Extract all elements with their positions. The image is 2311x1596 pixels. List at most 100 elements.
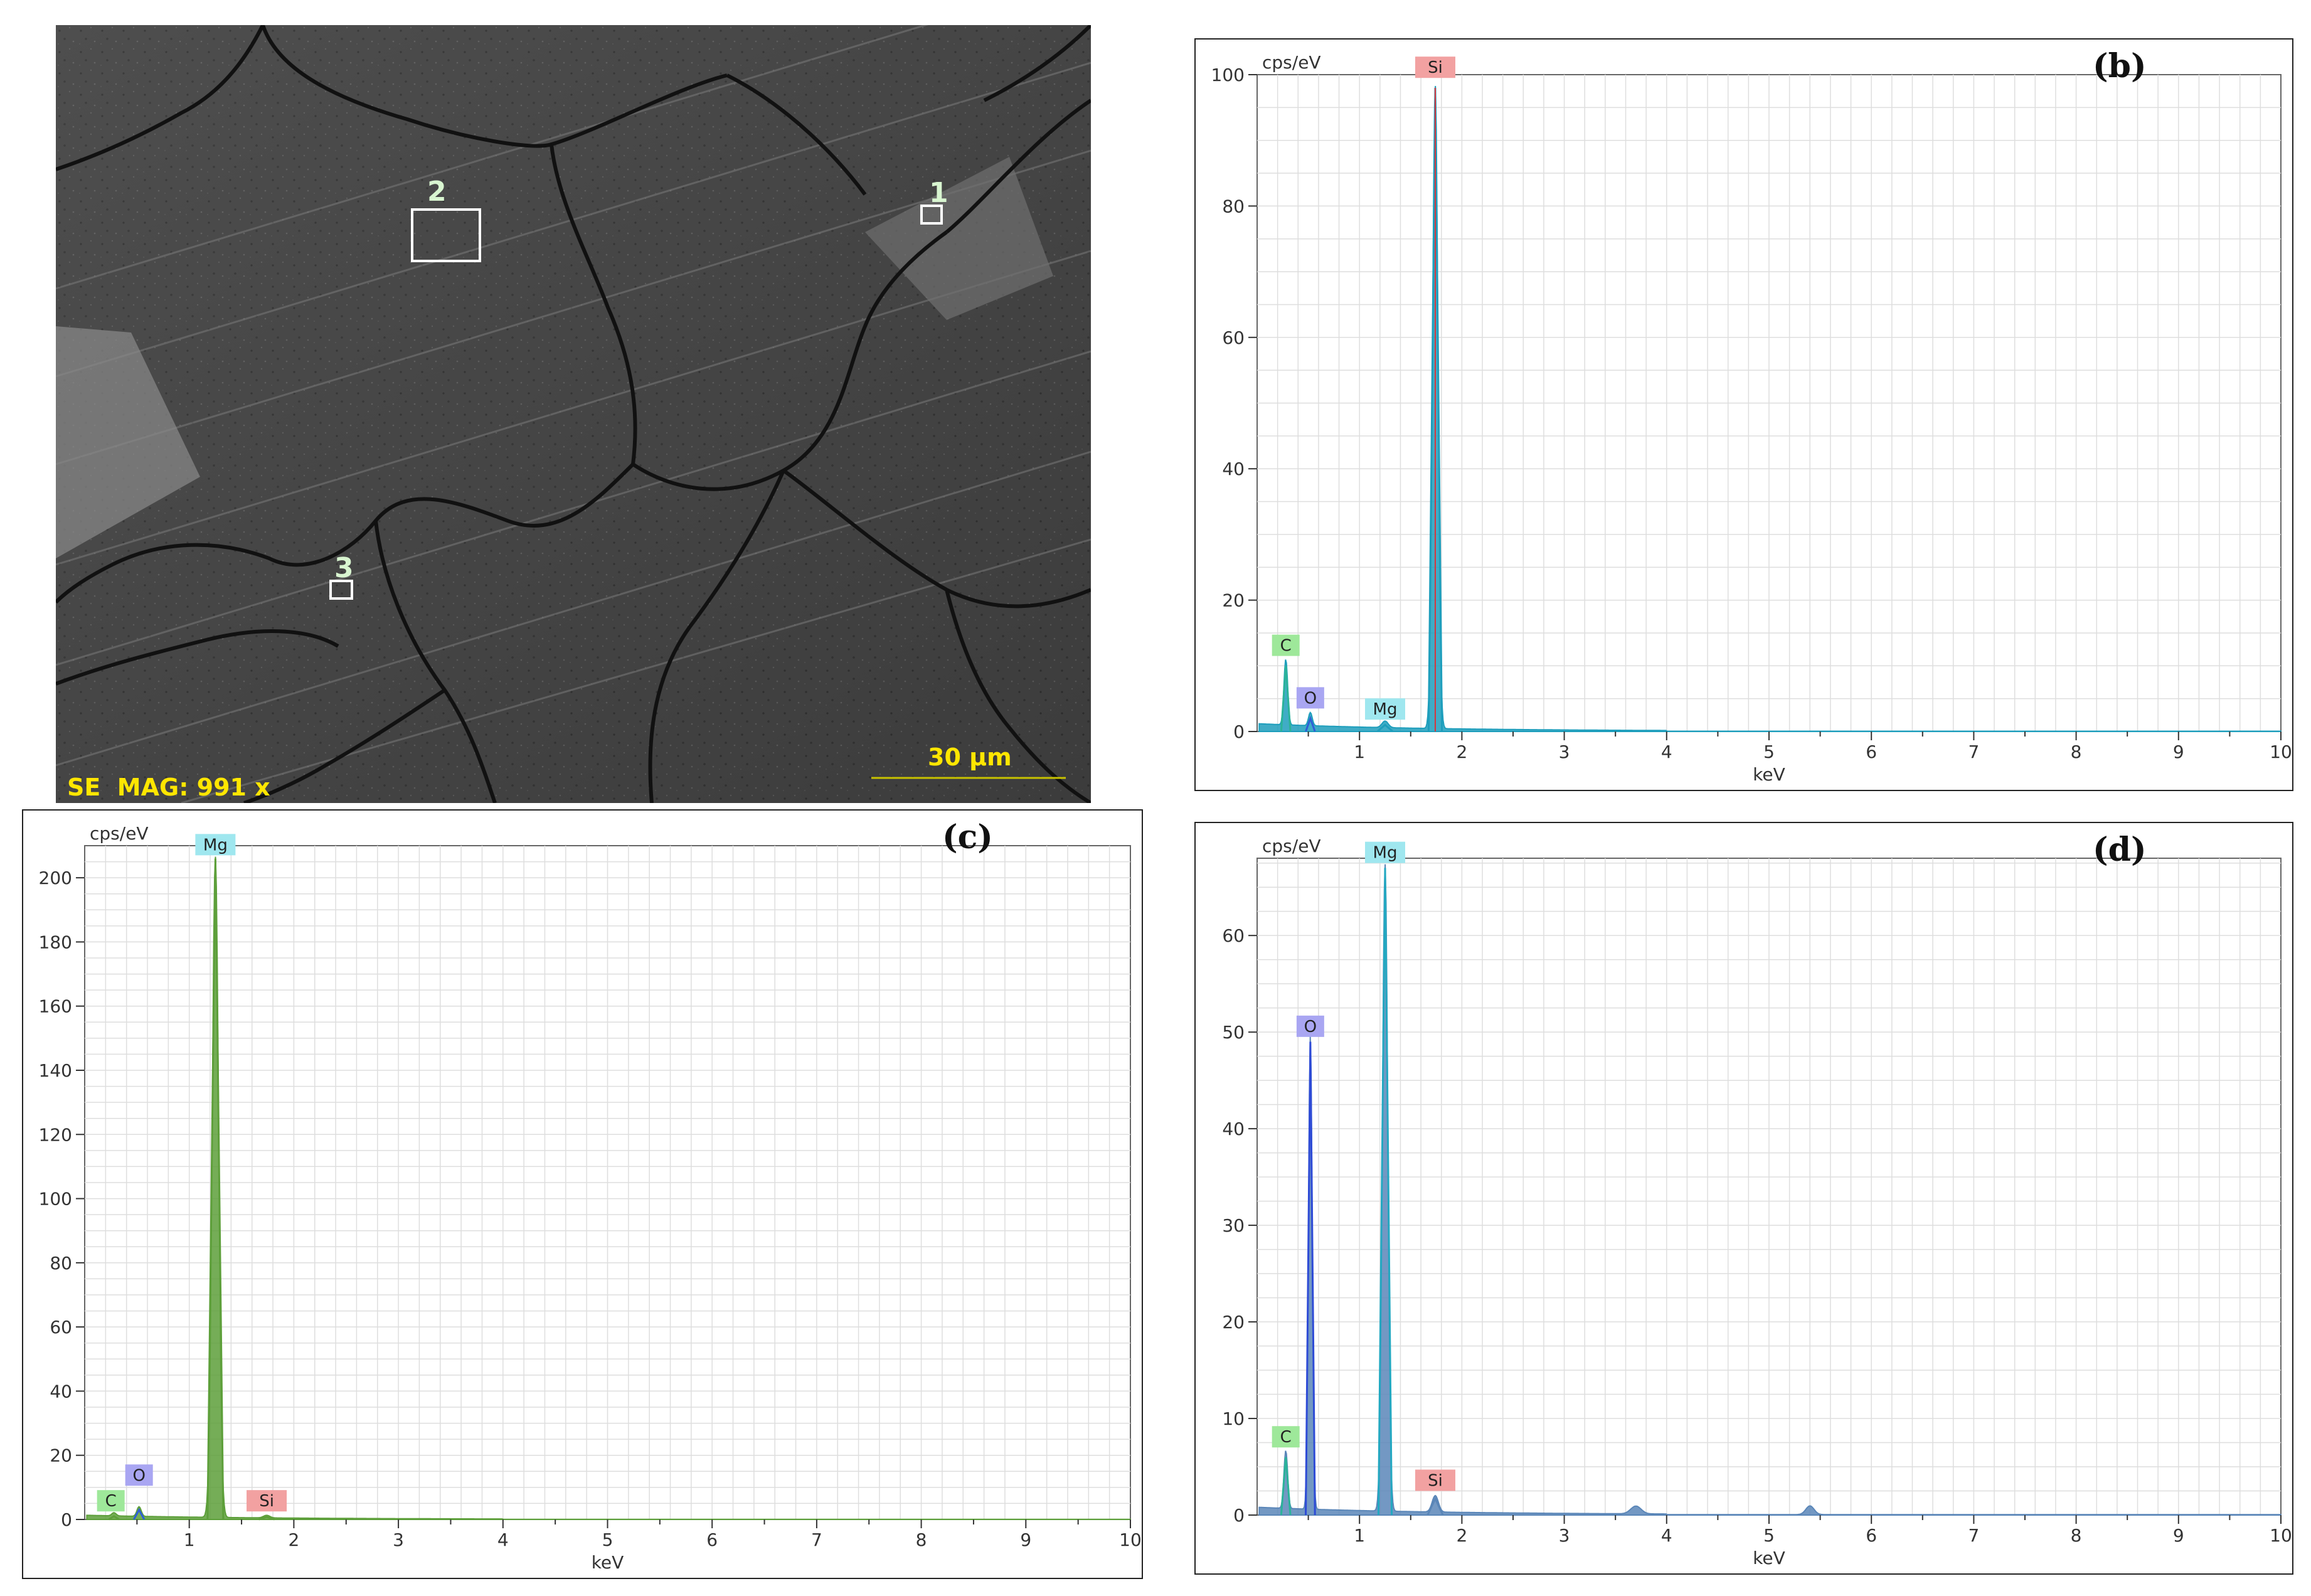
y-axis: 0 20 40 60 80 100 cps/eV	[1211, 52, 1321, 742]
x-tick-label: 9	[2173, 1525, 2184, 1546]
y-tick-label: 100	[1211, 65, 1245, 85]
y-tick-label: 10	[1222, 1408, 1245, 1429]
x-tick-label: 2	[1456, 742, 1467, 762]
element-tag-bg	[1296, 1015, 1324, 1037]
y-tick-label: 0	[1233, 721, 1245, 742]
eds-spectrum-c: 1 2 3 4 5 6 7 8 9 10 keV 0 20 40 60 80 100 120 140 160 180 20…	[22, 809, 1143, 1579]
grain-boundaries	[54, 23, 1093, 805]
y-tick-label: 20	[1222, 590, 1245, 611]
y-tick-label: 200	[39, 868, 72, 888]
x-tick-label: 7	[1968, 742, 1979, 762]
y-tick-label: 140	[39, 1060, 72, 1081]
x-tick-label: 5	[1763, 1525, 1775, 1546]
region-label-3: 3	[334, 552, 354, 584]
element-tag-label: Si	[1428, 1472, 1443, 1491]
panel-label: (d)	[2093, 831, 2147, 869]
x-tick-label: 3	[393, 1530, 404, 1550]
peak-mg	[206, 858, 225, 1520]
x-tick-label: 8	[916, 1530, 927, 1550]
x-tick-label: 1	[184, 1530, 195, 1550]
element-tag-mg: Mg	[1365, 841, 1405, 863]
element-tag-bg	[1272, 1426, 1300, 1448]
y-tick-label: 80	[1222, 196, 1245, 216]
element-tag-c: C	[1272, 634, 1300, 656]
element-tag-label: O	[1304, 1018, 1317, 1036]
x-tick-label: 1	[1354, 1525, 1365, 1546]
sem-image: 2 1 3 SE MAG: 991 x 30 µm	[54, 0, 1093, 805]
element-tag-bg	[1415, 56, 1455, 78]
x-axis: 1 2 3 4 5 6 7 8 9 10 keV	[1307, 732, 2292, 785]
element-tag-label: O	[1304, 689, 1317, 708]
spectrum-area	[86, 856, 1131, 1520]
y-axis-label: cps/eV	[1262, 836, 1321, 856]
element-tag-c: C	[1272, 1426, 1300, 1448]
y-tick-label: 40	[1222, 459, 1245, 479]
y-tick-label: 100	[39, 1189, 72, 1210]
sem-status-text: SE MAG: 991 x	[67, 774, 270, 801]
x-axis-label: keV	[1753, 1548, 1785, 1568]
region-box-2	[411, 208, 481, 262]
x-axis: 1 2 3 4 5 6 7 8 9 10 keV	[1307, 1515, 2292, 1568]
faceted-particle	[56, 326, 200, 558]
peak-o	[1305, 1041, 1316, 1516]
element-tag-bg	[247, 1490, 287, 1512]
region-label-2: 2	[427, 176, 447, 208]
peak-o	[133, 1508, 146, 1520]
element-tag-mg: Mg	[195, 834, 236, 856]
element-tag-bg	[97, 1490, 125, 1512]
element-tag-label: Mg	[203, 836, 228, 854]
element-tag-si: Si	[1415, 56, 1455, 78]
x-tick-label: 1	[1354, 742, 1365, 762]
y-axis: 0 20 40 60 80 100 120 140 160 180 200 cps/eV	[39, 823, 149, 1530]
y-tick-label: 0	[1233, 1505, 1245, 1526]
element-tag-bg	[125, 1464, 153, 1486]
y-tick-label: 60	[50, 1317, 72, 1338]
peak-si	[258, 1516, 275, 1521]
x-tick-label: 6	[1866, 742, 1877, 762]
element-tag-label: C	[1280, 637, 1292, 656]
element-tag-bg	[195, 834, 236, 856]
x-tick-label: 3	[1559, 1525, 1570, 1546]
y-axis-label: cps/eV	[1262, 52, 1321, 73]
element-tag-bg	[1272, 634, 1300, 656]
y-tick-label: 20	[50, 1445, 72, 1466]
panel-label: (c)	[942, 818, 993, 856]
peak-c	[1280, 666, 1292, 732]
element-tag-label: O	[132, 1466, 145, 1485]
y-axis: 0 10 20 30 40 50 60 cps/eV	[1222, 836, 1320, 1526]
y-tick-label: 30	[1222, 1215, 1245, 1236]
x-tick-label: 8	[2071, 1525, 2082, 1546]
spectrum-chart-b: 1 2 3 4 5 6 7 8 9 10 keV 0 20 40 60 80 100 cps/eV C O Mg Si (b…	[1194, 38, 2293, 791]
y-tick-label: 180	[39, 932, 72, 952]
x-tick-label: 4	[1661, 742, 1672, 762]
x-tick-label: 4	[1661, 1525, 1672, 1546]
y-tick-label: 120	[39, 1124, 72, 1145]
element-tag-label: C	[105, 1492, 117, 1511]
x-tick-label: 6	[1866, 1525, 1877, 1546]
element-tag-bg	[1365, 698, 1405, 720]
peak-si	[1426, 1496, 1444, 1516]
element-tag-label: Mg	[1373, 844, 1398, 863]
element-tag-label: Mg	[1373, 700, 1398, 719]
region-label-1: 1	[929, 177, 948, 209]
x-tick-label: 3	[1559, 742, 1570, 762]
spectrum-chart-c: 1 2 3 4 5 6 7 8 9 10 keV 0 20 40 60 80 100 120 140 160 180 20…	[22, 809, 1143, 1579]
eds-spectrum-d: 1 2 3 4 5 6 7 8 9 10 keV 0 10 20 30 40 50 60 cps/eV C O Mg Si (…	[1194, 822, 2293, 1575]
x-tick-label: 6	[706, 1530, 718, 1550]
y-tick-label: 40	[50, 1381, 72, 1402]
peak-c	[108, 1515, 120, 1521]
element-tag-si: Si	[247, 1490, 287, 1512]
element-tag-si: Si	[1415, 1469, 1455, 1491]
grid-lines	[85, 846, 1130, 1519]
x-tick-label: 5	[602, 1530, 614, 1550]
scale-bar-label: 30 µm	[928, 743, 1012, 771]
spectrum-chart-d: 1 2 3 4 5 6 7 8 9 10 keV 0 10 20 30 40 50 60 cps/eV C O Mg Si (…	[1194, 822, 2293, 1575]
element-tag-o: O	[125, 1464, 153, 1486]
element-tag-label: Si	[1428, 58, 1443, 77]
peak-mg	[1377, 868, 1393, 1516]
y-tick-label: 160	[39, 996, 72, 1017]
peak-c	[1280, 1457, 1292, 1516]
y-tick-label: 60	[1222, 327, 1245, 348]
x-tick-label: 10	[2270, 1525, 2292, 1546]
y-tick-label: 20	[1222, 1312, 1245, 1333]
